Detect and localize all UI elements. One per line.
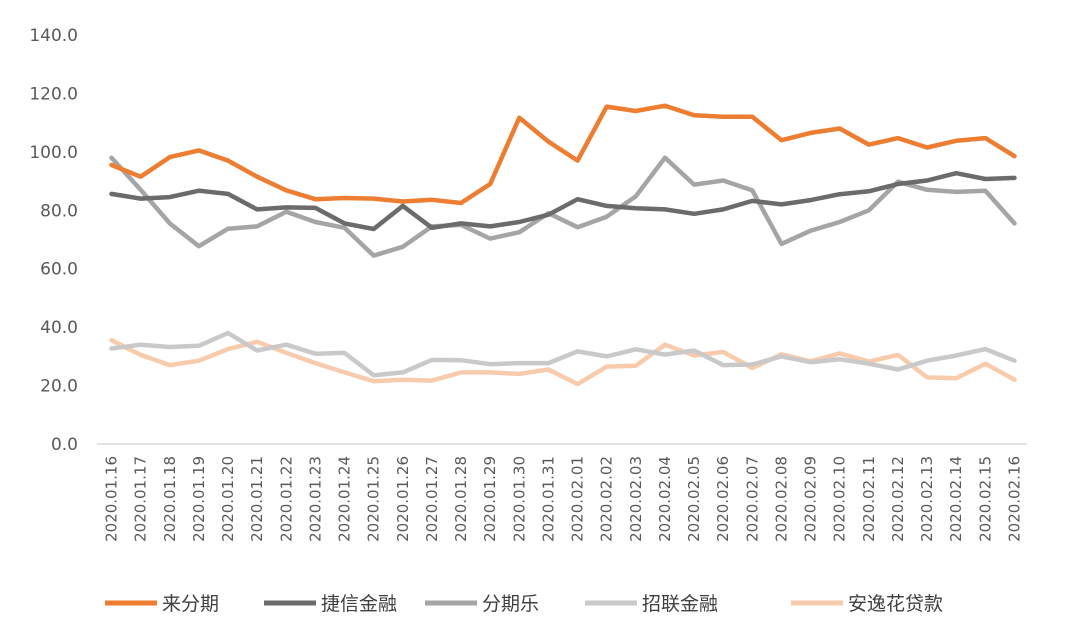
y-tick-label: 20.0: [40, 377, 78, 397]
x-tick-label: 2020.02.07: [743, 456, 761, 542]
x-tick-label: 2020.02.08: [772, 456, 790, 542]
legend-label: 来分期: [162, 593, 219, 615]
x-tick-label: 2020.01.29: [481, 456, 499, 542]
x-tick-label: 2020.02.10: [831, 456, 849, 542]
x-tick-label: 2020.01.17: [132, 456, 150, 542]
x-tick-label: 2020.01.25: [365, 456, 383, 542]
x-tick-label: 2020.02.16: [1006, 456, 1024, 542]
x-tick-label: 2020.02.05: [685, 456, 703, 542]
legend-label: 分期乐: [482, 593, 539, 615]
y-tick-label: 60.0: [40, 260, 78, 280]
x-tick-label: 2020.02.11: [860, 456, 878, 542]
legend: 来分期 捷信金融 分期乐 招联金融 安逸花贷款: [105, 593, 943, 615]
x-tick-label: 2020.02.15: [976, 456, 994, 542]
x-tick-label: 2020.01.19: [190, 456, 208, 542]
x-tick-label: 2020.01.30: [510, 456, 528, 542]
x-tick-label: 2020.02.06: [714, 456, 732, 542]
x-tick-label: 2020.02.14: [947, 456, 965, 542]
series-line-2: [109, 170, 1017, 232]
x-tick-label: 2020.01.18: [161, 456, 179, 542]
x-tick-label: 2020.01.22: [277, 456, 295, 542]
x-tick-label: 2020.01.21: [248, 456, 266, 542]
legend-label: 捷信金融: [321, 593, 397, 615]
legend-label: 安逸花贷款: [848, 593, 943, 615]
x-tick-label: 2020.01.28: [452, 456, 470, 542]
y-tick-label: 0.0: [51, 435, 78, 455]
x-tick-label: 2020.02.02: [598, 456, 616, 542]
x-tick-label: 2020.01.31: [539, 456, 557, 542]
x-axis: 2020.01.16 2020.01.17 2020.01.18 2020.01.19…: [103, 456, 1024, 542]
series-line-4: [109, 330, 1017, 378]
x-tick-label: 2020.01.26: [394, 456, 412, 542]
y-tick-label: 40.0: [40, 318, 78, 338]
y-tick-label: 120.0: [29, 84, 78, 104]
x-tick-label: 2020.02.01: [569, 456, 587, 542]
y-tick-label: 140.0: [29, 26, 78, 46]
x-tick-label: 2020.02.13: [918, 456, 936, 542]
x-tick-label: 2020.01.24: [336, 456, 354, 542]
y-tick-label: 100.0: [29, 143, 78, 163]
x-tick-label: 2020.01.16: [103, 456, 121, 542]
x-tick-label: 2020.01.23: [306, 456, 324, 542]
x-tick-label: 2020.01.20: [219, 456, 237, 542]
legend-label: 招联金融: [642, 593, 718, 615]
series-line-1: [109, 103, 1017, 206]
x-tick-label: 2020.02.03: [627, 456, 645, 542]
x-tick-label: 2020.02.12: [889, 456, 907, 542]
series-line-3: [109, 155, 1017, 258]
y-axis: 0.0 20.0 40.0 60.0 80.0 100.0 120.0 140.0: [29, 26, 78, 455]
x-tick-label: 2020.02.04: [656, 456, 674, 542]
x-tick-label: 2020.02.09: [802, 456, 820, 542]
series-group: [109, 103, 1017, 387]
y-tick-label: 80.0: [40, 201, 78, 221]
x-tick-label: 2020.01.27: [423, 456, 441, 542]
series-line-5: [109, 338, 1017, 387]
